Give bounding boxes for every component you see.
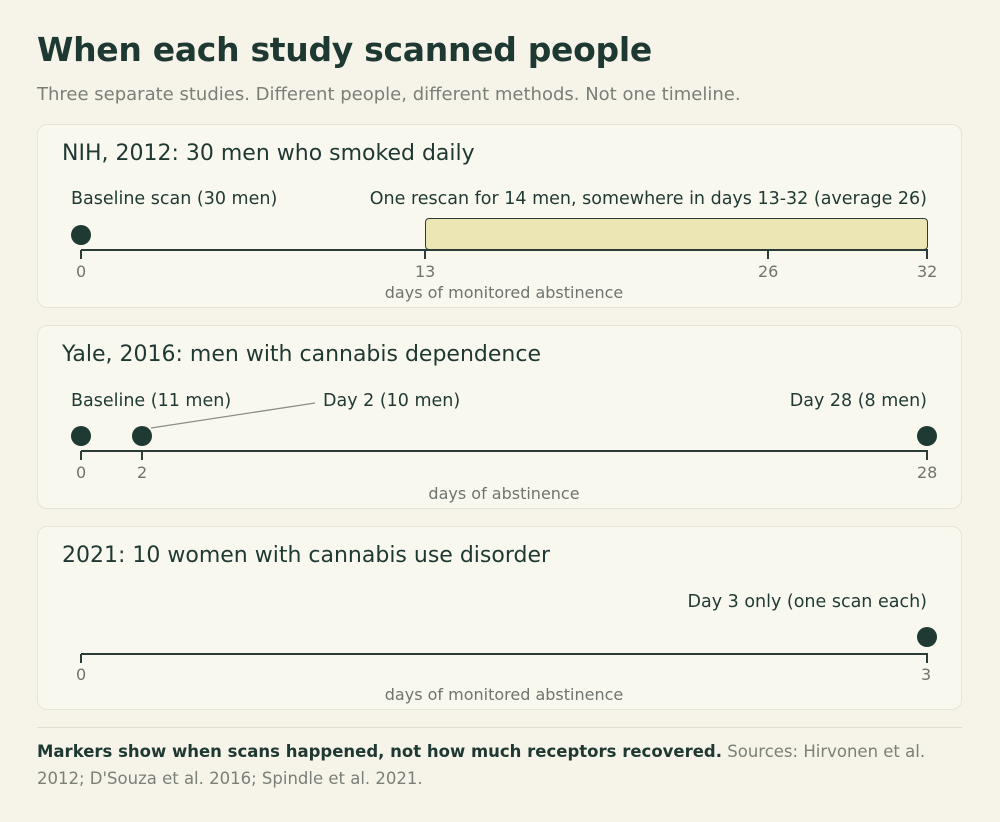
panel-heading: Yale, 2016: men with cannabis dependence	[62, 342, 541, 367]
footer-sources: Sources: Hirvonen et al. 2012; D'Souza e…	[37, 742, 926, 788]
footer-note: Markers show when scans happened, not ho…	[37, 738, 962, 792]
tick-mark	[767, 250, 769, 259]
day-3-marker	[917, 627, 937, 647]
timeline-axis	[81, 653, 928, 655]
tick-mark	[424, 250, 426, 259]
tick-label: 0	[76, 665, 87, 684]
tick-label: 28	[917, 463, 938, 482]
day-2-leader-line	[150, 402, 316, 429]
tick-label: 0	[76, 463, 87, 482]
panel-heading: 2021: 10 women with cannabis use disorde…	[62, 543, 551, 568]
rescan-range-band	[425, 218, 928, 250]
timeline-axis	[81, 450, 928, 452]
tick-label: 13	[415, 262, 436, 281]
day-28-label: Day 28 (8 men)	[789, 391, 927, 411]
tick-mark	[80, 451, 82, 460]
tick-mark	[926, 451, 928, 460]
page-title: When each study scanned people	[37, 30, 652, 69]
rescan-range-label: One rescan for 14 men, somewhere in days…	[369, 189, 927, 209]
study-panel-yale-2016: Yale, 2016: men with cannabis dependence…	[37, 325, 962, 509]
tick-label: 0	[76, 262, 87, 281]
axis-title: days of abstinence	[428, 484, 580, 503]
axis-title: days of monitored abstinence	[384, 685, 624, 704]
timeline-axis	[81, 249, 928, 251]
tick-label: 3	[921, 665, 932, 684]
tick-mark	[80, 250, 82, 259]
tick-mark	[141, 451, 143, 460]
tick-mark	[926, 654, 928, 663]
baseline-label: Baseline (11 men)	[71, 391, 232, 411]
day-2-label: Day 2 (10 men)	[323, 391, 461, 411]
baseline-marker	[71, 426, 91, 446]
tick-label: 2	[137, 463, 148, 482]
tick-mark	[926, 250, 928, 259]
tick-label: 32	[917, 262, 938, 281]
baseline-scan-marker	[71, 225, 91, 245]
tick-label: 26	[758, 262, 779, 281]
footer-emphasis: Markers show when scans happened, not ho…	[37, 742, 723, 761]
day-3-label: Day 3 only (one scan each)	[687, 592, 928, 612]
day-2-marker	[132, 426, 152, 446]
study-panel-nih-2012: NIH, 2012: 30 men who smoked daily Basel…	[37, 124, 962, 308]
study-panel-2021: 2021: 10 women with cannabis use disorde…	[37, 526, 962, 710]
panel-heading: NIH, 2012: 30 men who smoked daily	[62, 141, 475, 166]
baseline-scan-label: Baseline scan (30 men)	[71, 189, 278, 209]
axis-title: days of monitored abstinence	[384, 283, 624, 302]
day-28-marker	[917, 426, 937, 446]
footer-divider	[37, 727, 962, 728]
tick-mark	[80, 654, 82, 663]
page-subtitle: Three separate studies. Different people…	[37, 84, 741, 105]
